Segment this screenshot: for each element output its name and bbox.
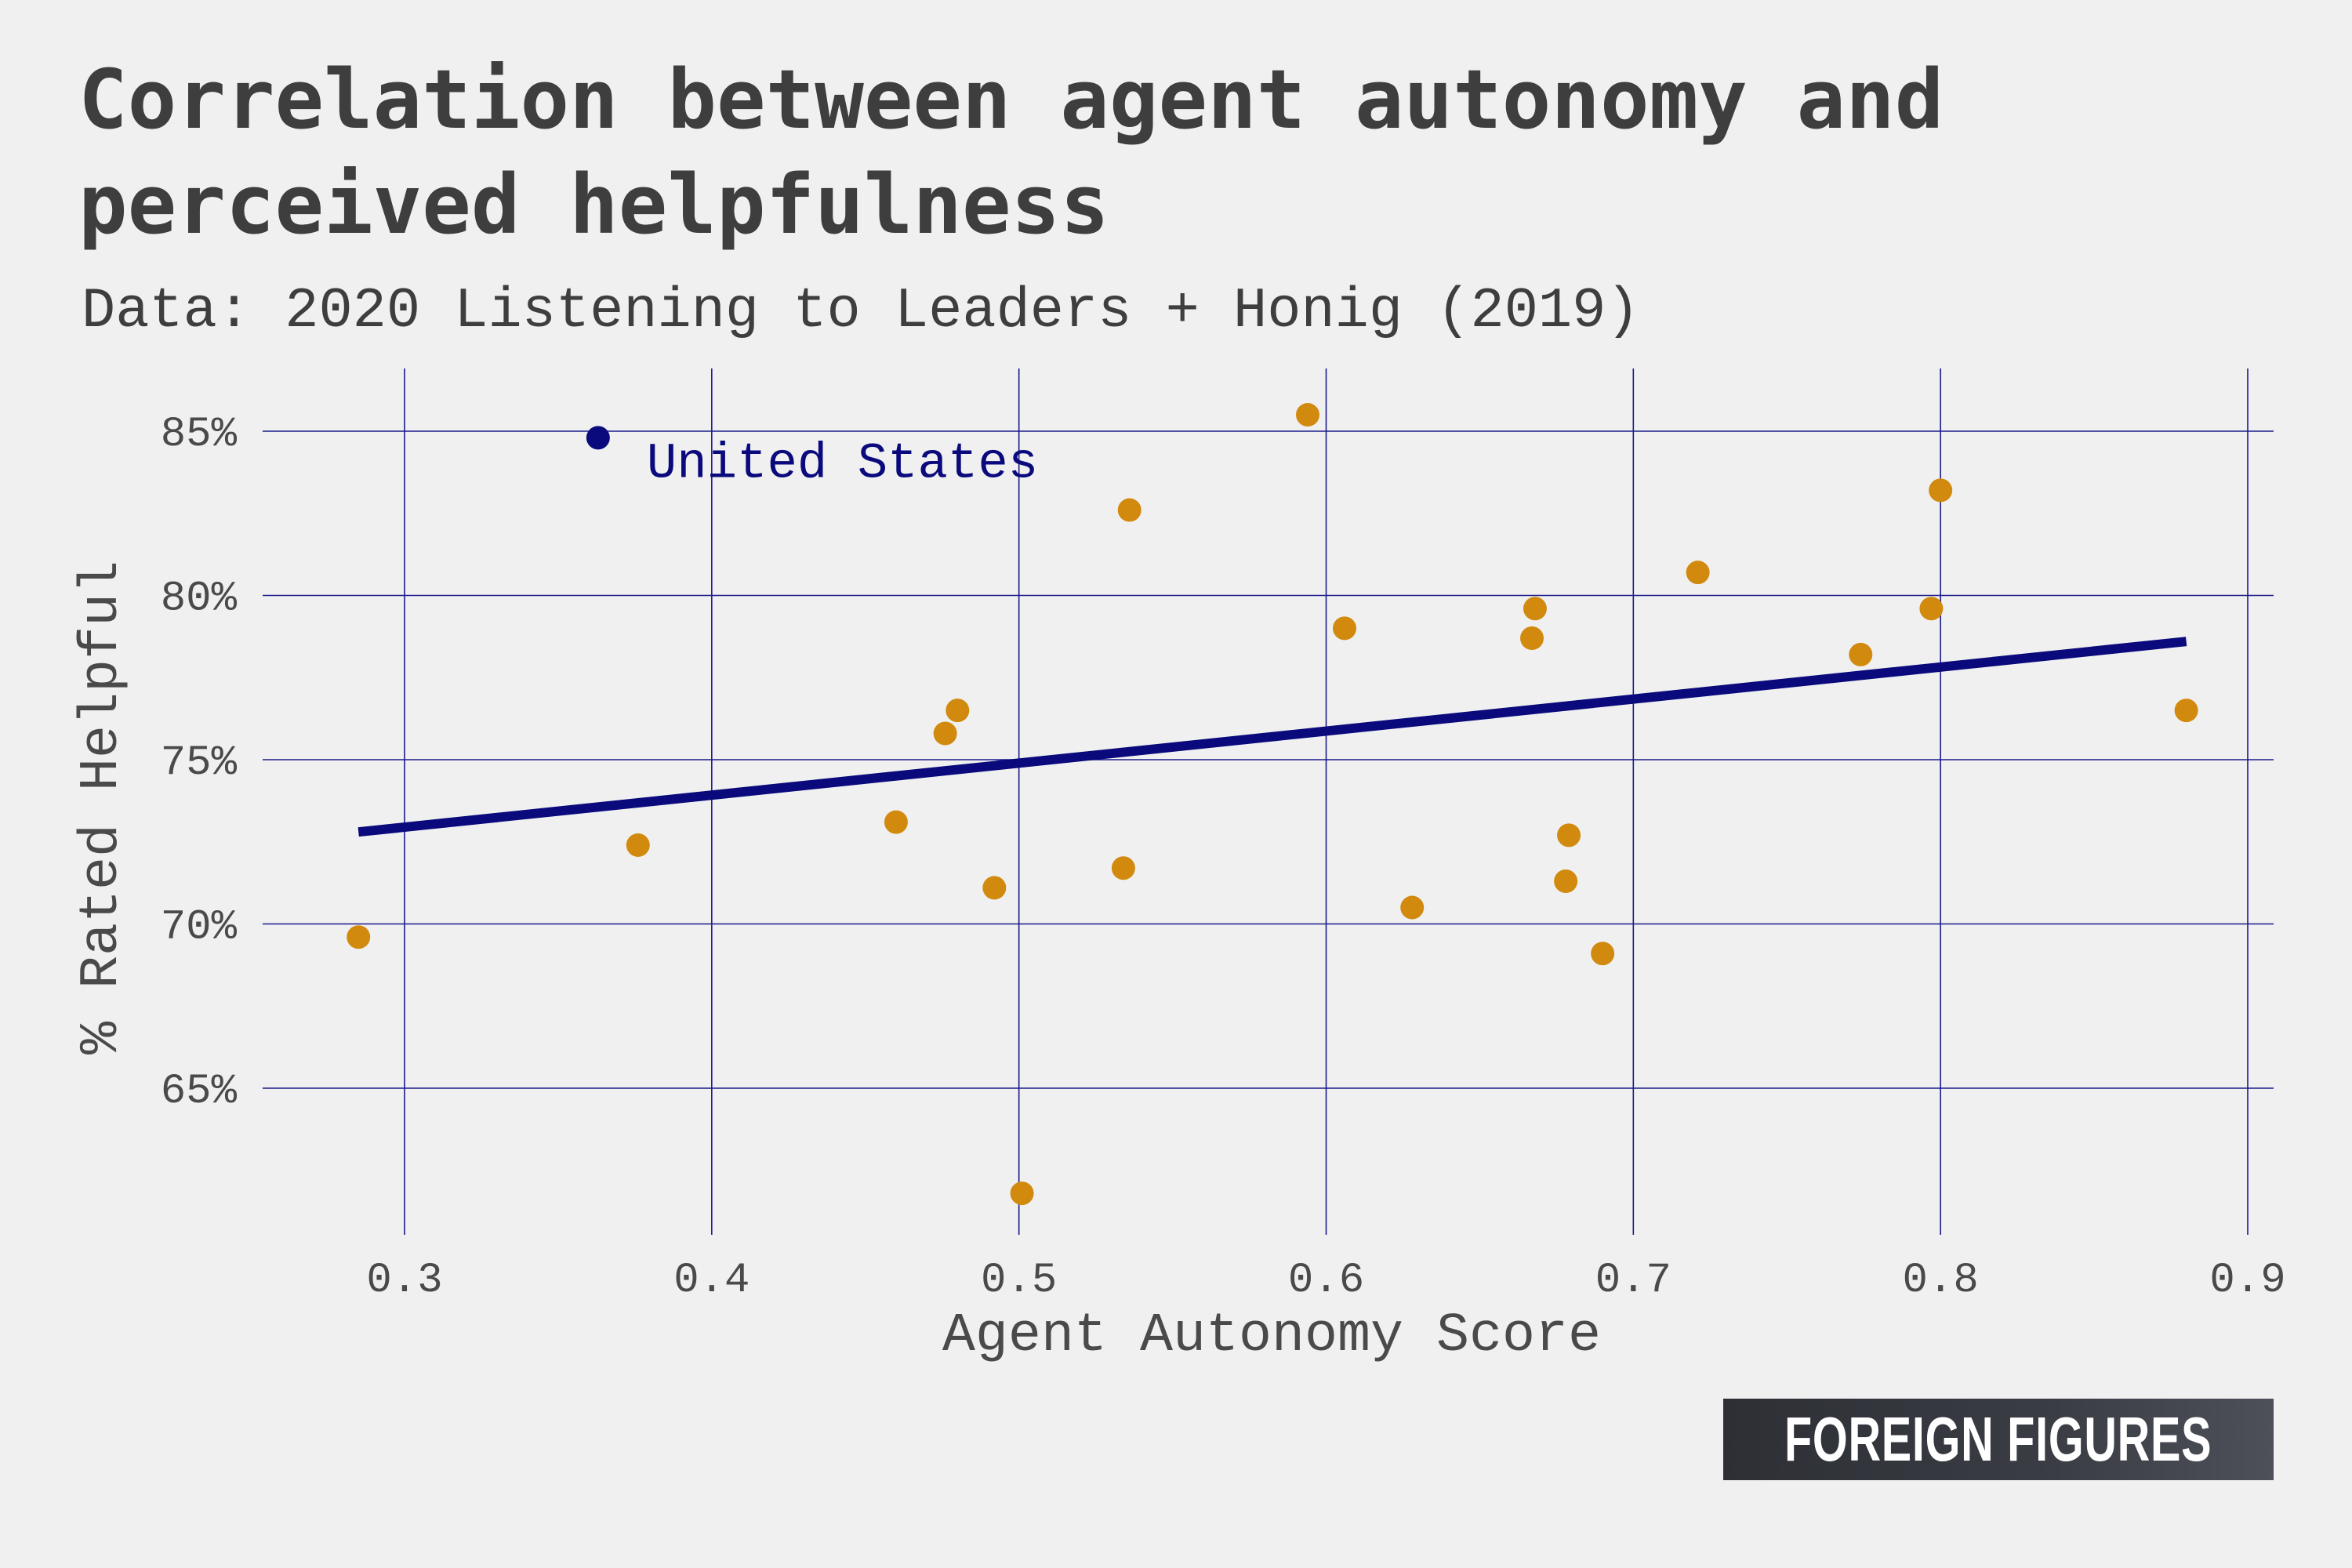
data-point [1929, 478, 1953, 503]
data-point [884, 810, 908, 834]
y-tick-label: 65% [161, 1068, 238, 1116]
data-point [1400, 895, 1425, 920]
x-tick-label: 0.5 [981, 1257, 1057, 1305]
data-point [2174, 699, 2198, 723]
data-points [347, 403, 2198, 1206]
trend-line-layer [358, 637, 2187, 837]
data-point [946, 699, 970, 723]
x-tick-label: 0.3 [366, 1257, 442, 1305]
y-tick-label: 70% [161, 904, 238, 952]
x-tick-label: 0.6 [1288, 1257, 1364, 1305]
data-point [1295, 403, 1319, 427]
trend-line [358, 637, 2187, 837]
tick-labels: 0.3 0.4 0.5 0.6 0.7 0.8 0.9 65% 70% 75% 80% 85% [161, 411, 2286, 1305]
x-tick-label: 0.9 [2209, 1257, 2285, 1305]
highlight-point [586, 426, 610, 450]
y-axis-title: % Rated Helpful [71, 561, 133, 1054]
chart-subtitle: Data: 2020 Listening to Leaders + Honig … [82, 279, 1640, 343]
data-point [1557, 823, 1581, 848]
highlight-label: United States [647, 436, 1038, 492]
data-point [1919, 597, 1944, 621]
y-tick-label: 75% [161, 739, 238, 787]
x-tick-label: 0.4 [673, 1257, 750, 1305]
grid-lines [263, 368, 2274, 1235]
x-axis-title: Agent Autonomy Score [942, 1305, 1601, 1367]
data-point [1520, 626, 1544, 650]
data-point [1523, 597, 1547, 621]
data-point [982, 876, 1007, 900]
data-point [1849, 642, 1873, 666]
data-point [626, 833, 650, 857]
y-tick-label: 85% [161, 411, 238, 459]
annotations: United States [586, 426, 1038, 492]
data-point [1333, 616, 1357, 641]
x-tick-label: 0.8 [1903, 1257, 1979, 1305]
data-point [1686, 561, 1710, 585]
logo-text: FOREIGN FIGURES [1784, 1404, 2212, 1474]
chart-title: Correlation between agent autonomy and p… [78, 52, 1944, 252]
data-point [347, 925, 371, 949]
data-point [1010, 1181, 1034, 1206]
data-point [1554, 869, 1578, 894]
data-point [1591, 942, 1615, 966]
y-tick-label: 80% [161, 575, 238, 623]
brand-logo: FOREIGN FIGURES [1723, 1399, 2274, 1480]
data-point [1117, 498, 1142, 522]
data-point [1111, 856, 1135, 880]
x-tick-label: 0.7 [1595, 1257, 1671, 1305]
data-point [933, 721, 957, 746]
